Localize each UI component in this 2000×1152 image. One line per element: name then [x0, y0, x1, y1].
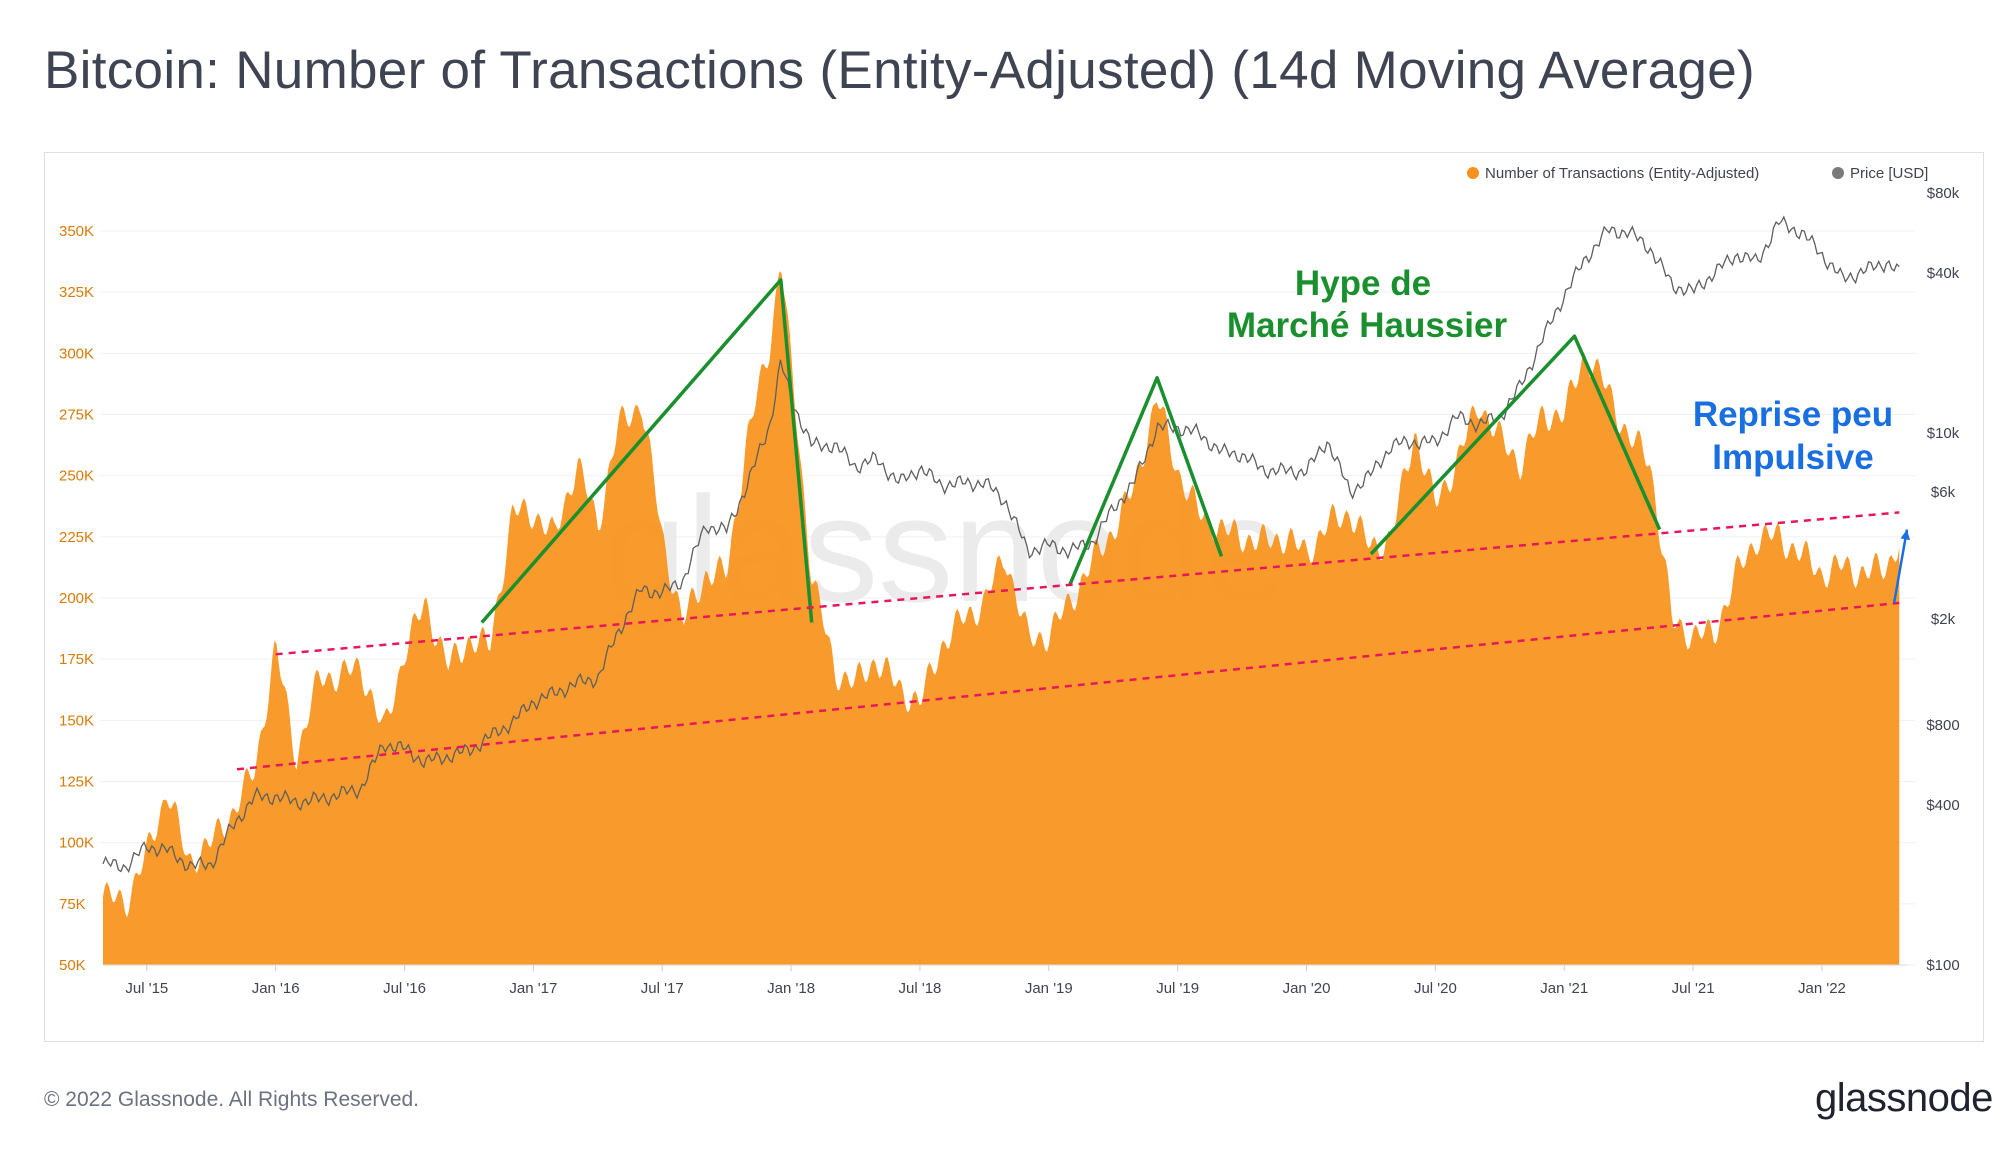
legend-price-label[interactable]: Price [USD] [1850, 165, 1928, 182]
y-left-tick: 200K [59, 590, 94, 607]
y-right-tick: $6k [1931, 484, 1956, 501]
y-left-tick: 225K [59, 529, 94, 546]
y-left-tick: 75K [59, 896, 86, 913]
y-right-tick: $800 [1926, 717, 1959, 734]
y-left-tick: 250K [59, 468, 94, 485]
y-left-tick: 350K [59, 223, 94, 240]
x-tick-label: Jul '17 [641, 980, 684, 997]
legend-tx-label[interactable]: Number of Transactions (Entity-Adjusted) [1485, 165, 1759, 182]
y-right-tick: $2k [1931, 611, 1956, 628]
x-tick-label: Jul '15 [125, 980, 168, 997]
x-tick-label: Jul '21 [1672, 980, 1715, 997]
y-left-tick: 325K [59, 284, 94, 301]
price-line [102, 215, 1900, 874]
trend-line-green [1369, 334, 1662, 556]
trend-line-dashed [236, 601, 1900, 771]
trend-line-dashed [275, 511, 1900, 656]
annotation-hype-line2: Marché Haussier [1227, 306, 1508, 345]
legend[interactable]: Number of Transactions (Entity-Adjusted)… [1467, 165, 1928, 182]
x-tick-label: Jan '16 [252, 980, 300, 997]
transactions-area [103, 271, 1900, 965]
x-tick-label: Jan '20 [1283, 980, 1331, 997]
annotation-reprise-line1: Reprise peu [1693, 395, 1893, 434]
annotation-hype-line1: Hype de [1295, 264, 1431, 303]
x-tick-label: Jan '17 [509, 980, 557, 997]
chart-frame: glassnode 50K 75K 100K 125K 150K 175K 200K 225K… [44, 152, 1984, 1042]
annotation-reprise-line2: Impulsive [1712, 438, 1873, 477]
brand-logo: glassnode [1815, 1076, 1993, 1120]
y-left-tick: 175K [59, 651, 94, 668]
y-left-tick: 100K [59, 835, 94, 852]
trend-line-green [1067, 376, 1224, 587]
y-left-tick: 125K [59, 774, 94, 791]
y-left-tick: 275K [59, 407, 94, 424]
overlay-lines [236, 278, 1910, 771]
arrow-blue-shaft [1892, 529, 1909, 604]
x-tick-label: Jan '21 [1540, 980, 1588, 997]
y-left-tick: 50K [59, 957, 86, 974]
y-right-tick: $40k [1927, 265, 1960, 282]
x-tick-label: Jan '22 [1798, 980, 1846, 997]
y-right-tick: $80k [1927, 185, 1960, 202]
x-tick-label: Jul '19 [1156, 980, 1199, 997]
x-tick-label: Jul '18 [899, 980, 942, 997]
chart-title: Bitcoin: Number of Transactions (Entity-… [44, 41, 1755, 100]
y-axis-left: 50K 75K 100K 125K 150K 175K 200K 225K 250K 275K 30… [59, 223, 94, 974]
y-left-tick: 150K [59, 712, 94, 729]
y-left-tick: 300K [59, 345, 94, 362]
y-right-tick: $400 [1926, 797, 1959, 814]
x-tick-label: Jan '18 [767, 980, 815, 997]
x-tick-label: Jul '16 [383, 980, 426, 997]
x-tick-label: Jul '20 [1414, 980, 1457, 997]
chart-canvas: glassnode 50K75K100K125K150K175K200K225K… [59, 165, 1960, 997]
copyright: © 2022 Glassnode. All Rights Reserved. [44, 1088, 420, 1111]
trend-line-green [480, 278, 814, 624]
annotations: Hype de Marché Haussier Reprise peu Impu… [1227, 264, 1893, 477]
x-axis: Jul '15 Jan '16 Jul '16 Jan '17 Jul '17 Jan '… [103, 964, 1907, 997]
y-right-tick: $100 [1926, 957, 1959, 974]
x-tick-label: Jan '19 [1025, 980, 1073, 997]
arrow-blue-head [1900, 529, 1910, 541]
y-axis-right: $100 $400 $800 $2k $6k $10k $40k $80k [1926, 185, 1959, 974]
legend-tx-dot [1467, 167, 1479, 179]
y-right-tick: $10k [1927, 425, 1960, 442]
legend-price-dot [1832, 167, 1844, 179]
